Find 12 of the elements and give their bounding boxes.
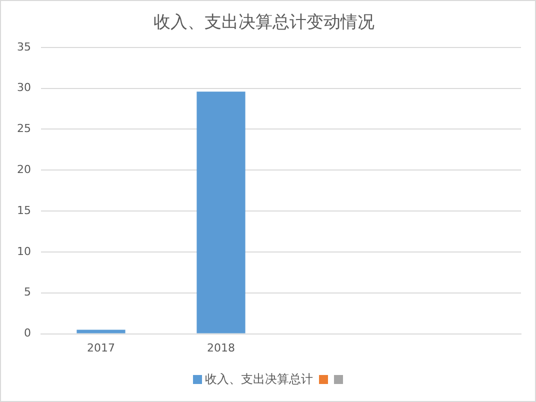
y-tick-label: 10	[16, 244, 31, 258]
legend-label: 收入、支出决算总计	[205, 371, 313, 388]
y-tick-label: 0	[24, 326, 31, 340]
y-tick-label: 30	[16, 81, 31, 94]
y-tick-label: 5	[24, 286, 31, 299]
y-tick-label: 35	[16, 40, 31, 54]
x-tick-label: 2018	[207, 341, 235, 354]
y-tick-label: 25	[16, 122, 31, 136]
x-tick-label: 2017	[86, 341, 115, 354]
chart-title: 收入、支出决算总计变动情况	[154, 12, 374, 33]
y-tick-label: 15	[16, 204, 31, 217]
y-tick-label: 20	[16, 163, 31, 176]
